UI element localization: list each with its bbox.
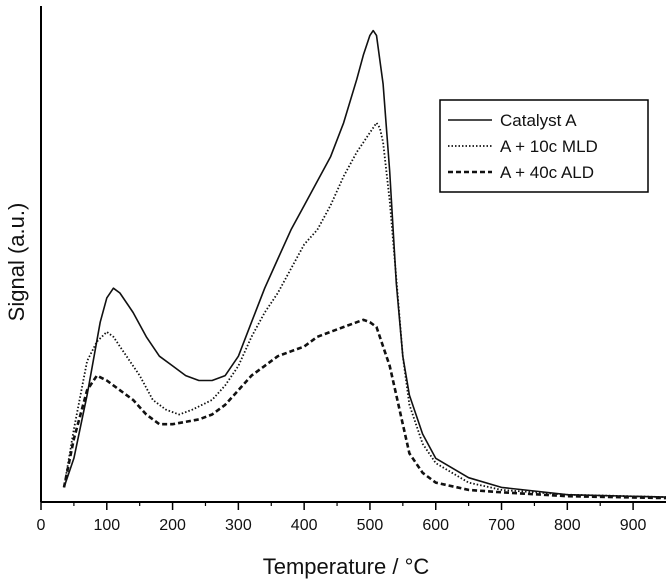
x-tick-label: 300: [225, 517, 252, 534]
x-tick-label: 600: [422, 517, 449, 534]
legend-label: A + 40c ALD: [500, 163, 594, 182]
x-tick-label: 100: [93, 517, 120, 534]
x-tick-label: 0: [37, 517, 46, 534]
plot-area: [62, 29, 666, 500]
x-tick-label: 200: [159, 517, 186, 534]
legend-label: A + 10c MLD: [500, 137, 598, 156]
x-axis-title: Temperature / °C: [263, 554, 430, 579]
legend-box: [439, 99, 649, 193]
x-tick-label: 500: [357, 517, 384, 534]
y-axis-title: Signal (a.u.): [4, 203, 29, 322]
x-tick-label: 900: [620, 517, 647, 534]
series-line-1: [63, 29, 666, 498]
x-tick-label: 400: [291, 517, 318, 534]
x-tick-label: 800: [554, 517, 581, 534]
axes: 0 100 200 300 400 500 600 700 800 900: [37, 6, 666, 534]
legend-label: Catalyst A: [500, 111, 577, 130]
series-line-3: [62, 318, 666, 500]
series-line-2: [63, 122, 666, 498]
legend: Catalyst A A + 10c MLD A + 40c ALD: [439, 99, 649, 193]
x-tick-label: 700: [488, 517, 515, 534]
